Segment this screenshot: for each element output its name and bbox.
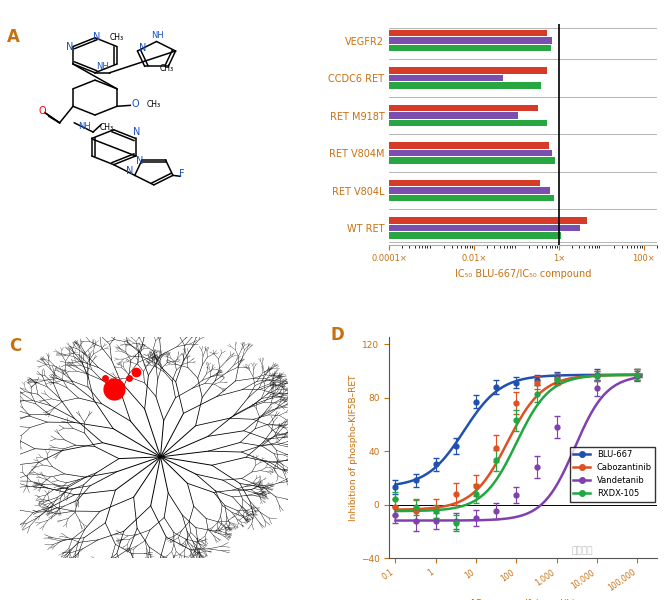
Bar — [0, 195, 553, 202]
Text: N: N — [133, 127, 141, 137]
Text: C: C — [9, 337, 21, 355]
Bar — [0, 180, 539, 187]
Legend: BLU-667, Cabozantinib, Vandetanib, RXDX-105: BLU-667, Cabozantinib, Vandetanib, RXDX-… — [570, 446, 655, 502]
Text: CH₃: CH₃ — [147, 100, 161, 109]
Text: CH₃: CH₃ — [100, 124, 114, 133]
Bar — [0, 225, 580, 232]
Bar — [0, 157, 555, 164]
Bar — [0, 67, 547, 74]
Text: N: N — [139, 43, 147, 53]
Text: NH: NH — [96, 62, 109, 71]
Bar — [0, 45, 551, 51]
Bar — [0, 112, 519, 119]
Y-axis label: Inhibition of phospho-KIF5B–RET: Inhibition of phospho-KIF5B–RET — [349, 374, 358, 521]
Text: O: O — [132, 100, 139, 109]
Text: CH₃: CH₃ — [160, 64, 174, 73]
Text: N: N — [126, 166, 133, 176]
Text: A: A — [7, 28, 19, 46]
Bar — [0, 142, 549, 149]
X-axis label: [Compound] (nmol/L): [Compound] (nmol/L) — [470, 599, 575, 600]
Text: F: F — [180, 169, 185, 179]
Text: N: N — [92, 32, 100, 42]
Text: N: N — [135, 155, 143, 166]
Bar — [0, 232, 561, 239]
Bar — [0, 150, 552, 156]
Bar — [0, 82, 541, 89]
Text: CH₃: CH₃ — [110, 34, 124, 43]
Bar — [0, 30, 547, 36]
Text: O: O — [38, 106, 46, 116]
X-axis label: IC₅₀ BLU-667/IC₅₀ compound: IC₅₀ BLU-667/IC₅₀ compound — [455, 269, 591, 279]
Bar — [0, 75, 503, 81]
Bar — [0, 187, 549, 194]
Bar — [0, 105, 538, 111]
Text: NH: NH — [78, 122, 91, 131]
Bar — [0, 37, 552, 44]
Bar — [0, 217, 587, 224]
Text: N: N — [66, 41, 74, 52]
Text: 精准药物: 精准药物 — [571, 547, 592, 556]
Text: D: D — [330, 326, 344, 344]
Text: NH: NH — [151, 31, 164, 40]
Bar — [0, 120, 547, 126]
